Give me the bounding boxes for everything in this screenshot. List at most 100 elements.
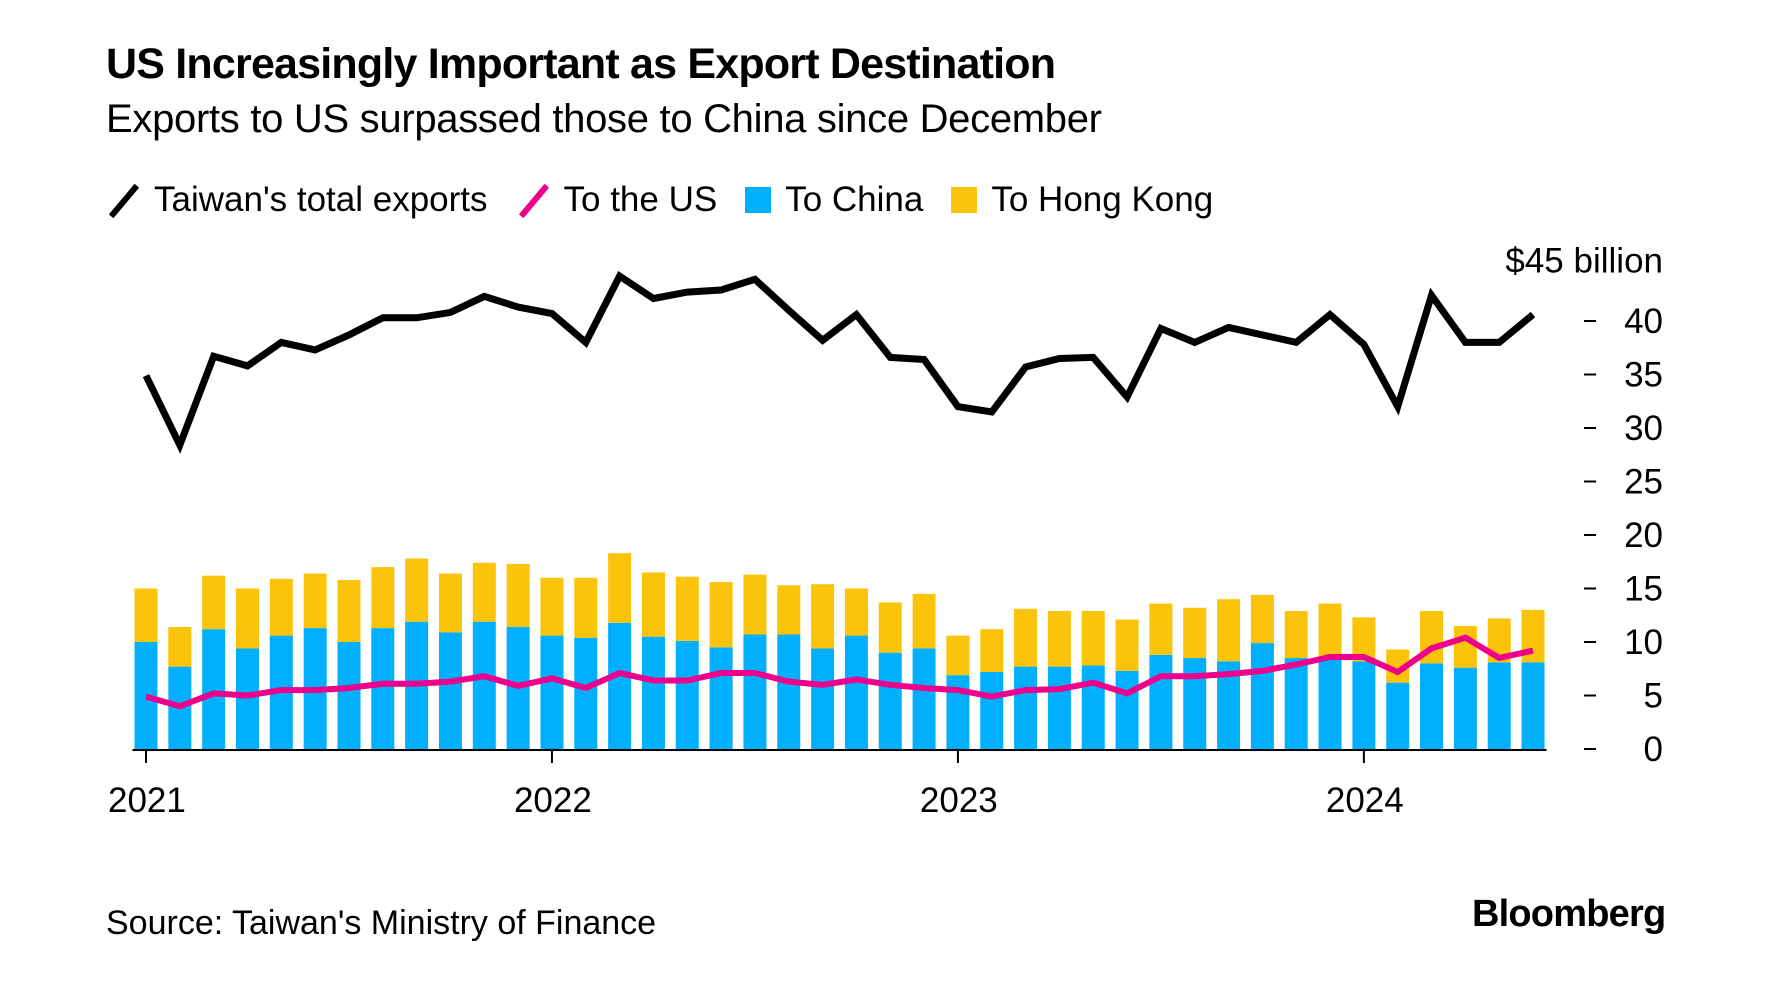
bar-to-hong-kong-2021-05 (269, 578, 293, 636)
y-tick-label: 35 (1624, 356, 1663, 395)
bar-to-hong-kong-2022-10 (844, 588, 868, 636)
line-taiwan-s-total-exports (142, 271, 1536, 454)
bar-to-hong-kong-2022-07 (743, 574, 767, 635)
bar-to-hong-kong-2021-02 (168, 627, 192, 667)
bar-to-china-2024-04 (1453, 667, 1477, 749)
bar-to-china-2022-02 (574, 637, 598, 749)
bar-to-hong-kong-2023-10 (1250, 594, 1274, 644)
bar-to-china-2022-07 (743, 634, 767, 749)
x-tick-label: 2023 (920, 781, 998, 820)
bar-to-hong-kong-2023-03 (1014, 608, 1038, 667)
bar-to-china-2022-05 (675, 640, 699, 749)
legend-label: To Hong Kong (991, 180, 1214, 219)
bar-to-hong-kong-2021-10 (438, 573, 462, 633)
bar-to-china-2022-03 (608, 622, 632, 749)
bar-to-china-2021-11 (472, 621, 496, 749)
y-tick-label: 20 (1624, 516, 1663, 555)
source-note: Source: Taiwan's Ministry of Finance (106, 904, 657, 942)
bar-to-hong-kong-2023-09 (1217, 599, 1241, 662)
bar-to-hong-kong-2022-11 (878, 602, 902, 653)
legend-item-hong-kong: To Hong Kong (951, 180, 1213, 220)
bar-to-china-2022-01 (540, 635, 564, 749)
bar-to-hong-kong-2022-02 (574, 577, 598, 638)
bar-to-china-2023-07 (1149, 654, 1173, 749)
bar-to-china-2023-02 (980, 671, 1004, 749)
bar-to-china-2022-09 (811, 648, 835, 749)
bar-to-hong-kong-2024-02 (1386, 649, 1410, 683)
bar-to-china-2021-07 (337, 642, 361, 749)
legend-label: To the US (563, 180, 718, 219)
bar-to-hong-kong-2023-11 (1284, 610, 1308, 659)
bar-to-china-2021-01 (134, 642, 158, 749)
bars-layer (134, 553, 1545, 749)
bar-to-hong-kong-2021-07 (337, 579, 361, 642)
square-icon (951, 187, 978, 213)
bar-to-hong-kong-2021-11 (472, 562, 496, 622)
legend-item-total-exports: Taiwan's total exports (106, 180, 488, 220)
chart-subtitle: Exports to US surpassed those to China s… (106, 97, 1102, 141)
legend-label: To China (785, 180, 924, 219)
chart-title: US Increasingly Important as Export Dest… (106, 40, 1056, 88)
bar-to-hong-kong-2022-01 (540, 577, 564, 636)
bar-to-hong-kong-2022-06 (709, 582, 733, 648)
bar-to-hong-kong-2021-09 (405, 558, 429, 622)
bar-to-china-2023-04 (1047, 666, 1071, 749)
bar-to-hong-kong-2022-04 (641, 572, 665, 637)
bloomberg-logo: Bloomberg (1472, 893, 1666, 935)
bar-to-hong-kong-2021-06 (303, 573, 327, 629)
bar-to-china-2022-06 (709, 647, 733, 749)
bar-to-china-2021-10 (438, 632, 462, 749)
y-tick-label: 25 (1624, 463, 1663, 502)
y-tick-label: 10 (1624, 623, 1663, 662)
legend: Taiwan's total exports To the US To Chin… (106, 180, 1241, 220)
bar-to-hong-kong-2023-05 (1081, 610, 1105, 666)
legend-item-us: To the US (516, 180, 718, 220)
bar-to-china-2024-01 (1352, 661, 1376, 749)
square-icon (745, 187, 772, 213)
x-tick-label: 2021 (108, 781, 186, 820)
bar-to-china-2023-05 (1081, 665, 1105, 749)
y-tick-label: 40 (1624, 302, 1663, 341)
bar-to-china-2024-02 (1386, 682, 1410, 749)
bar-to-hong-kong-2021-03 (202, 575, 226, 630)
bar-to-china-2023-10 (1250, 643, 1274, 749)
bar-to-hong-kong-2021-08 (371, 567, 395, 629)
bar-to-china-2023-11 (1284, 658, 1308, 749)
bar-to-hong-kong-2021-01 (134, 588, 158, 642)
bar-to-china-2021-03 (202, 629, 226, 749)
bar-to-hong-kong-2023-07 (1149, 603, 1173, 655)
bar-to-china-2021-08 (371, 628, 395, 749)
bar-to-china-2023-09 (1217, 661, 1241, 749)
x-tick-label: 2022 (514, 781, 592, 820)
bar-to-hong-kong-2023-12 (1318, 603, 1342, 659)
bar-to-china-2024-03 (1420, 663, 1444, 749)
x-axis: 2021 2022 2023 2024 (108, 749, 1547, 820)
y-axis-unit-label: $45 billion (1505, 242, 1663, 281)
lines-layer (142, 271, 1536, 710)
bar-to-hong-kong-2022-03 (608, 553, 632, 623)
bar-to-china-2023-12 (1318, 658, 1342, 749)
bar-to-china-2024-06 (1521, 662, 1545, 749)
bar-to-hong-kong-2023-01 (946, 635, 970, 676)
y-tick-label: 15 (1624, 570, 1663, 609)
y-tick-label: 30 (1624, 409, 1663, 448)
bar-to-china-2024-05 (1487, 662, 1511, 749)
bar-to-china-2022-08 (777, 634, 801, 749)
bar-to-china-2023-08 (1183, 658, 1207, 749)
bar-to-china-2022-10 (844, 635, 868, 749)
bar-to-hong-kong-2023-02 (980, 629, 1004, 672)
bar-to-hong-kong-2021-12 (506, 563, 530, 628)
bar-to-hong-kong-2022-09 (811, 584, 835, 649)
legend-label: Taiwan's total exports (154, 180, 488, 219)
bar-to-china-2021-04 (235, 648, 259, 749)
y-tick-label: 5 (1644, 677, 1663, 716)
bar-to-hong-kong-2022-05 (675, 576, 699, 641)
x-tick-label: 2024 (1326, 781, 1404, 820)
bar-to-hong-kong-2022-08 (777, 585, 801, 635)
legend-item-china: To China (745, 180, 923, 220)
line-to-the-us (145, 634, 1534, 710)
bar-to-china-2023-06 (1115, 670, 1139, 749)
y-tick-label: 0 (1644, 730, 1663, 769)
bar-to-hong-kong-2023-04 (1047, 610, 1071, 667)
